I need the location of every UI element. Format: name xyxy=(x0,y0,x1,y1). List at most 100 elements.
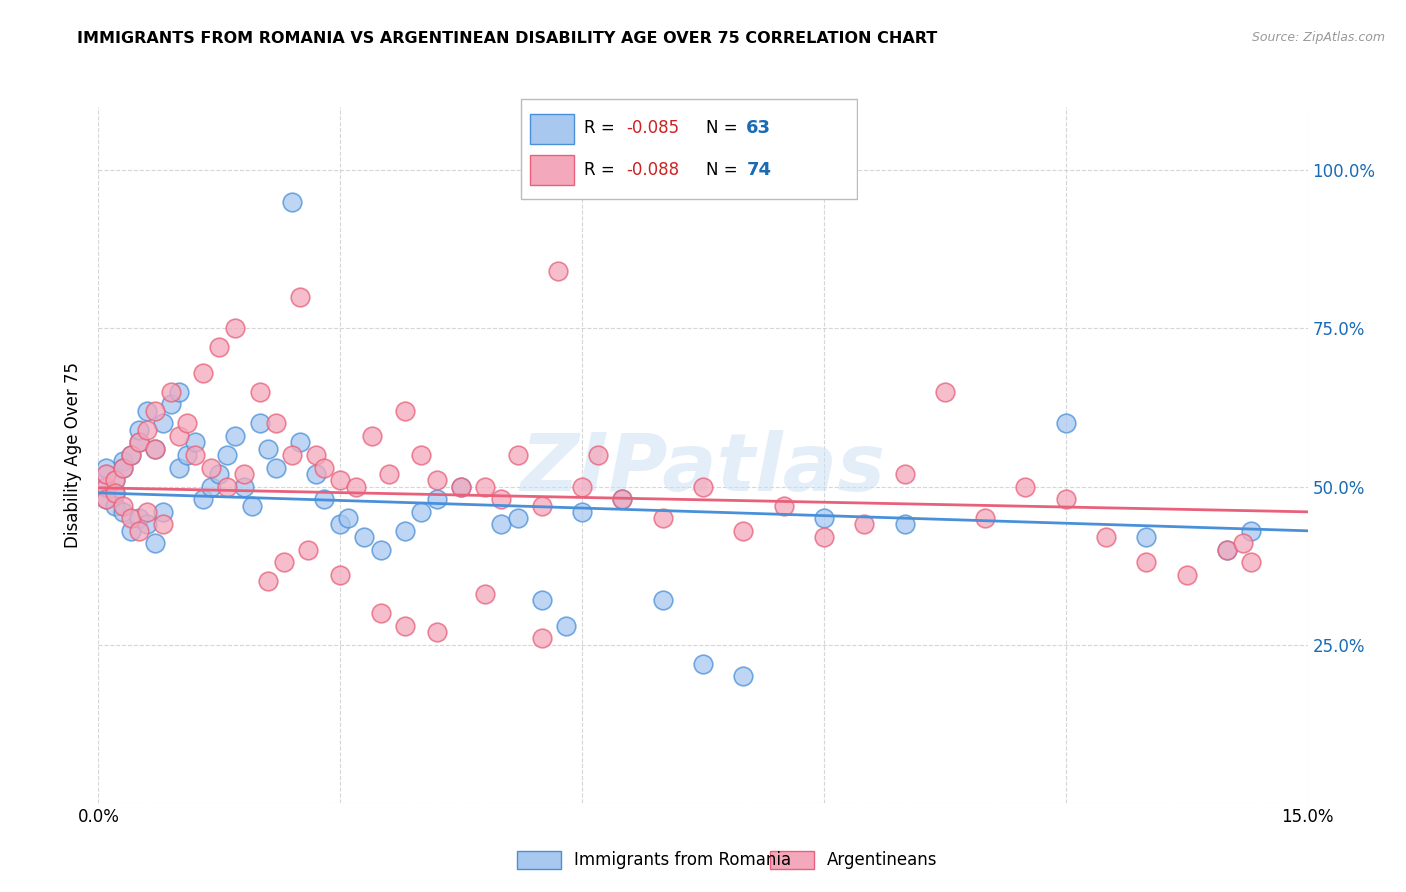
Point xyxy=(450,479,472,493)
Point xyxy=(1240,556,1263,570)
Point xyxy=(733,669,755,683)
Point xyxy=(733,524,755,538)
Point xyxy=(111,499,134,513)
Point xyxy=(281,448,304,462)
Point xyxy=(249,417,271,431)
Point xyxy=(152,517,174,532)
Point xyxy=(772,499,794,513)
Point xyxy=(249,384,271,399)
Text: ZIPatlas: ZIPatlas xyxy=(520,430,886,508)
Point xyxy=(128,435,150,450)
Point xyxy=(853,517,876,532)
Point xyxy=(256,442,278,456)
Point xyxy=(426,625,449,640)
Point xyxy=(1175,568,1198,582)
Point xyxy=(288,435,311,450)
Point xyxy=(612,492,634,507)
Point xyxy=(128,511,150,525)
Point xyxy=(111,460,134,475)
Y-axis label: Disability Age Over 75: Disability Age Over 75 xyxy=(65,362,83,548)
Point xyxy=(208,467,231,481)
Point xyxy=(370,542,392,557)
Point xyxy=(651,511,673,525)
Point xyxy=(1135,530,1157,544)
Point xyxy=(128,435,150,450)
Point xyxy=(240,499,263,513)
Text: IMMIGRANTS FROM ROMANIA VS ARGENTINEAN DISABILITY AGE OVER 75 CORRELATION CHART: IMMIGRANTS FROM ROMANIA VS ARGENTINEAN D… xyxy=(77,31,938,46)
Point xyxy=(96,460,118,475)
Point xyxy=(394,618,416,632)
Point xyxy=(893,467,915,481)
Point xyxy=(394,524,416,538)
Point xyxy=(264,417,287,431)
Point xyxy=(813,530,835,544)
Point xyxy=(217,448,239,462)
Point xyxy=(1014,479,1036,493)
FancyBboxPatch shape xyxy=(520,99,858,200)
Point xyxy=(314,492,336,507)
Point xyxy=(314,460,336,475)
Point xyxy=(103,486,125,500)
Text: Source: ZipAtlas.com: Source: ZipAtlas.com xyxy=(1251,31,1385,45)
Bar xyxy=(770,851,814,869)
Point xyxy=(337,511,360,525)
Point xyxy=(1135,556,1157,570)
Point xyxy=(184,435,207,450)
Point xyxy=(184,448,207,462)
Point xyxy=(426,492,449,507)
Point xyxy=(96,467,118,481)
Point xyxy=(934,384,956,399)
Point xyxy=(474,479,496,493)
Point xyxy=(547,264,569,278)
Point xyxy=(1240,524,1263,538)
Point xyxy=(305,467,328,481)
Point xyxy=(224,321,246,335)
Text: R =: R = xyxy=(585,120,620,137)
Point xyxy=(217,479,239,493)
Point xyxy=(450,479,472,493)
Point xyxy=(120,524,142,538)
Point xyxy=(264,460,287,475)
Point xyxy=(1095,530,1118,544)
Point xyxy=(103,499,125,513)
Point xyxy=(329,517,352,532)
Text: -0.088: -0.088 xyxy=(627,161,679,179)
Point xyxy=(96,492,118,507)
Point xyxy=(176,448,198,462)
Point xyxy=(120,448,142,462)
Point xyxy=(281,194,304,209)
Point xyxy=(530,593,553,607)
Point xyxy=(111,454,134,468)
Point xyxy=(329,473,352,487)
Point xyxy=(143,442,166,456)
Point xyxy=(111,460,134,475)
Point xyxy=(394,403,416,417)
Point xyxy=(120,511,142,525)
Point xyxy=(152,417,174,431)
Point xyxy=(1216,542,1239,557)
Text: Argentineans: Argentineans xyxy=(827,851,938,869)
Point xyxy=(506,511,529,525)
Point xyxy=(128,423,150,437)
Point xyxy=(273,556,295,570)
Point xyxy=(893,517,915,532)
Point xyxy=(1054,492,1077,507)
Point xyxy=(256,574,278,589)
Point xyxy=(128,524,150,538)
Bar xyxy=(530,113,574,145)
Bar xyxy=(517,851,561,869)
Point xyxy=(506,448,529,462)
Point xyxy=(530,499,553,513)
Point xyxy=(103,473,125,487)
Bar xyxy=(530,154,574,186)
Text: 63: 63 xyxy=(747,120,772,137)
Point xyxy=(692,657,714,671)
Point xyxy=(208,340,231,354)
Point xyxy=(152,505,174,519)
Point xyxy=(135,517,157,532)
Point xyxy=(530,632,553,646)
Point xyxy=(160,397,183,411)
Point xyxy=(353,530,375,544)
Point xyxy=(103,473,125,487)
Text: -0.085: -0.085 xyxy=(627,120,679,137)
